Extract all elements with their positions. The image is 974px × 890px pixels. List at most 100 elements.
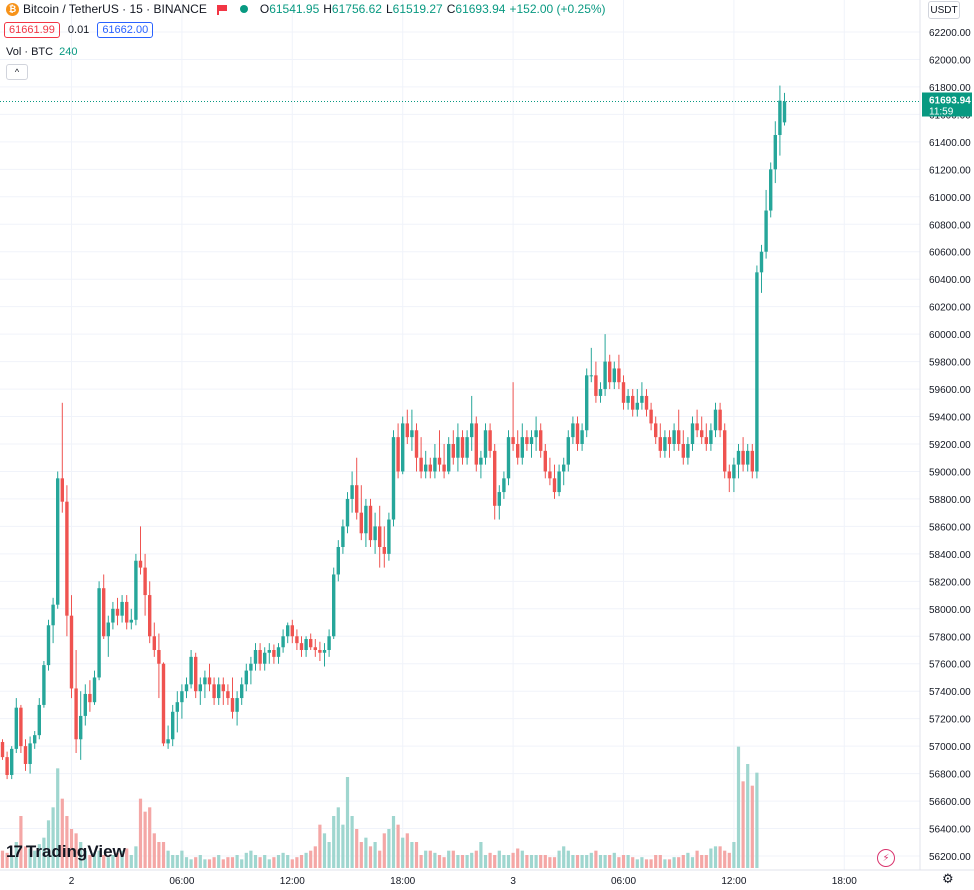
price-tick-label: 60200.00 bbox=[929, 303, 971, 314]
symbol-title[interactable]: Bitcoin / TetherUS · 15 · BINANCE bbox=[23, 2, 207, 16]
candle-body bbox=[175, 702, 179, 712]
price-tick-label: 58200.00 bbox=[929, 577, 971, 588]
candle-body bbox=[414, 430, 419, 458]
symbol-legend[interactable]: ₿ Bitcoin / TetherUS · 15 · BINANCE O 615… bbox=[6, 2, 606, 16]
candle-body bbox=[332, 574, 336, 637]
candle-body bbox=[396, 437, 400, 472]
buy-price-button[interactable]: 61662.00 bbox=[97, 22, 154, 38]
price-tick-label: 61400.00 bbox=[929, 138, 971, 149]
volume-bar bbox=[221, 859, 225, 868]
grid bbox=[0, 0, 920, 870]
price-tick-label: 56200.00 bbox=[929, 852, 971, 863]
candle-body bbox=[226, 691, 230, 699]
volume-bar bbox=[580, 855, 584, 868]
ohlc-open-key: O bbox=[259, 2, 270, 16]
candle-body bbox=[51, 604, 55, 626]
candle-body bbox=[589, 375, 593, 377]
volume-bar bbox=[598, 855, 603, 868]
candle-body bbox=[368, 505, 373, 541]
candle-body bbox=[690, 423, 695, 444]
volume-bar bbox=[332, 816, 336, 868]
candle-body bbox=[617, 368, 621, 383]
volume-bar bbox=[161, 842, 166, 868]
volume-bar bbox=[520, 850, 524, 868]
volume-bar bbox=[686, 852, 690, 868]
candle-body bbox=[240, 684, 244, 699]
price-tick-label: 60600.00 bbox=[929, 248, 971, 259]
volume-bar bbox=[51, 807, 55, 868]
volume-bar bbox=[207, 859, 212, 868]
candle-body bbox=[244, 670, 248, 685]
candle-body bbox=[502, 478, 506, 493]
candle-body bbox=[695, 423, 699, 431]
candle-body bbox=[387, 519, 391, 554]
volume-bar bbox=[562, 846, 566, 868]
lightning-icon[interactable]: ⚡ bbox=[877, 849, 895, 867]
volume-bar bbox=[470, 852, 474, 868]
candle-body bbox=[750, 450, 754, 472]
flag-icon[interactable] bbox=[216, 4, 227, 15]
candle-body bbox=[759, 251, 764, 273]
currency-selector[interactable]: USDT bbox=[928, 1, 960, 19]
price-axis[interactable]: 62200.0062000.0061800.0061600.0061400.00… bbox=[919, 0, 974, 890]
volume-bar bbox=[525, 855, 529, 868]
volume-bar bbox=[552, 857, 557, 868]
candle-body bbox=[60, 478, 64, 502]
candle-body bbox=[65, 501, 69, 616]
price-tick-label: 59400.00 bbox=[929, 413, 971, 424]
candle-body bbox=[548, 471, 552, 479]
volume-bar bbox=[654, 855, 658, 868]
volume-bar bbox=[635, 859, 639, 868]
gear-icon[interactable]: ⚙ bbox=[942, 871, 954, 886]
candle-body bbox=[460, 437, 465, 458]
price-axis-background bbox=[920, 0, 974, 890]
volume-legend[interactable]: Vol · BTC 240 bbox=[6, 46, 77, 58]
price-tick-label: 59600.00 bbox=[929, 385, 971, 396]
volume-bar bbox=[414, 842, 419, 868]
volume-bar bbox=[373, 842, 377, 868]
collapse-legend-button[interactable]: ^ bbox=[6, 64, 28, 80]
volume-bar bbox=[589, 852, 593, 868]
tradingview-logo[interactable]: 17 TradingView bbox=[6, 842, 126, 862]
candle-body bbox=[677, 430, 681, 444]
price-tick-label: 61800.00 bbox=[929, 83, 971, 94]
volume-bar bbox=[60, 798, 64, 868]
volume-bar bbox=[548, 857, 552, 868]
candle-body bbox=[451, 444, 455, 458]
candle-body bbox=[336, 547, 340, 575]
volume-bar bbox=[585, 855, 589, 868]
volume-bar bbox=[612, 852, 616, 868]
volume-bar bbox=[506, 855, 511, 868]
volume-bar bbox=[479, 842, 483, 868]
volume-bar bbox=[92, 852, 97, 868]
candle-body bbox=[69, 615, 74, 689]
volume-bar bbox=[410, 842, 414, 868]
candle-body bbox=[483, 430, 488, 458]
candle-body bbox=[621, 382, 626, 403]
volume-bar bbox=[138, 798, 143, 868]
volume-bar bbox=[736, 746, 741, 868]
candle-body bbox=[299, 643, 304, 650]
ohlc-high-value: 61756.62 bbox=[331, 2, 382, 16]
time-tick-label: 06:00 bbox=[169, 876, 194, 887]
candle-body bbox=[672, 430, 676, 444]
sell-price-button[interactable]: 61661.99 bbox=[4, 22, 60, 38]
volume-bar bbox=[575, 855, 580, 868]
volume-bar bbox=[566, 850, 570, 868]
candle-body bbox=[562, 464, 566, 472]
volume-bar bbox=[442, 857, 446, 868]
volume-bar bbox=[727, 852, 731, 868]
volume-bar bbox=[543, 855, 547, 868]
price-tick-label: 57200.00 bbox=[929, 715, 971, 726]
price-tick-label: 59800.00 bbox=[929, 358, 971, 369]
volume-bar bbox=[79, 842, 83, 868]
time-axis[interactable]: 2 06:00 12:00 18:00 3 06:00 12:00 18:00 bbox=[0, 869, 974, 890]
volume-bar bbox=[700, 855, 704, 868]
candle-body bbox=[235, 698, 239, 712]
volume-bar bbox=[235, 855, 239, 868]
time-tick-label: 2 bbox=[69, 876, 75, 887]
candle-body bbox=[217, 684, 221, 699]
volume-bar bbox=[171, 855, 175, 868]
